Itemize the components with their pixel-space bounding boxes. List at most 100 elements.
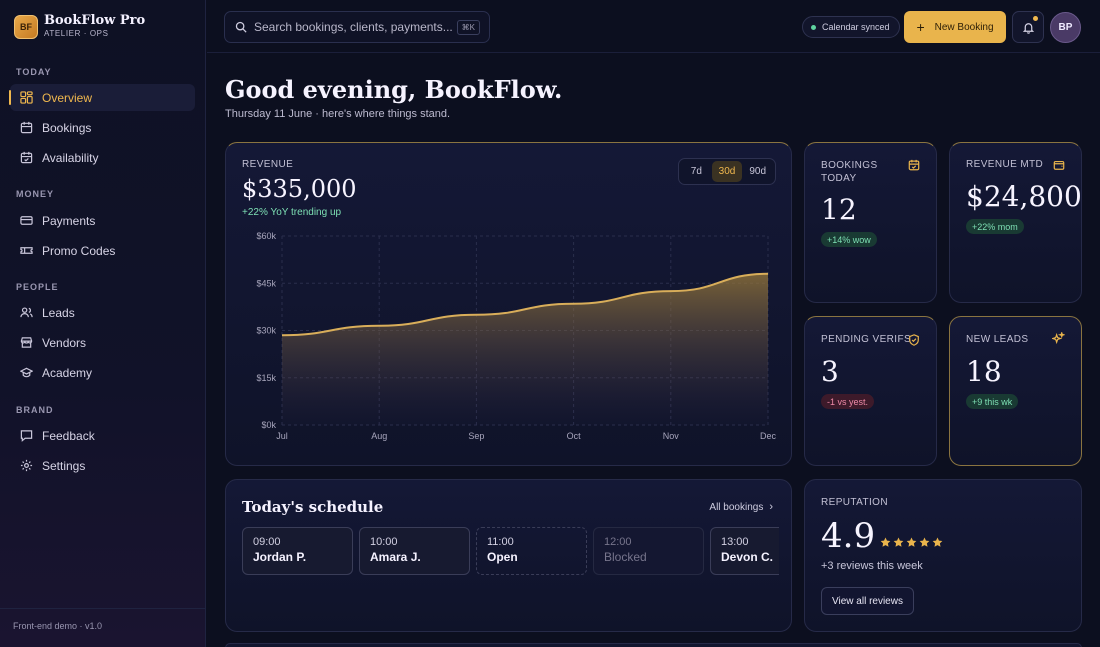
search-placeholder: Search bookings, clients, payments... — [254, 20, 453, 34]
brand-logo: BF — [14, 14, 38, 39]
stat-value: $24,800 — [966, 180, 1082, 213]
sparkle-icon — [1051, 331, 1066, 350]
sidebar-item-label: Settings — [42, 458, 86, 473]
star-rating — [880, 535, 943, 553]
section-label-brand: BRAND — [16, 405, 54, 415]
sidebar-item-availability[interactable]: Availability — [10, 144, 195, 171]
star-icon — [893, 535, 904, 553]
sidebar-item-label: Leads — [42, 305, 75, 320]
sidebar-item-label: Academy — [42, 365, 93, 380]
plus-icon: + — [916, 19, 925, 35]
y-tick-label: $0k — [261, 420, 276, 430]
sidebar-item-bookings[interactable]: Bookings — [10, 114, 195, 141]
revenue-card: REVENUE $335,000 +22% YoY trending up 7d… — [225, 142, 792, 466]
sidebar-item-label: Bookings — [42, 120, 92, 135]
all-bookings-label: All bookings — [709, 501, 764, 513]
range-7d-button[interactable]: 7d — [690, 166, 702, 177]
sidebar-item-label: Promo Codes — [42, 243, 116, 258]
slot-time: 13:00 — [721, 536, 749, 548]
stat-delta: -1 vs yest. — [821, 394, 875, 409]
sidebar-item-settings[interactable]: Settings — [10, 452, 195, 479]
slot-time: 11:00 — [487, 536, 514, 548]
schedule-slot[interactable]: 09:00 Jordan P. — [242, 527, 353, 575]
slot-client: Amara J. — [370, 550, 421, 564]
stat-card-revenue-mtd: REVENUE MTD $24,800 +22% mom — [949, 142, 1082, 303]
users-icon — [19, 306, 33, 320]
revenue-area — [282, 273, 768, 425]
sidebar-item-feedback[interactable]: Feedback — [10, 422, 195, 449]
next-card-edge — [225, 643, 1082, 647]
revenue-label: REVENUE — [242, 159, 294, 170]
x-tick-label: Oct — [567, 431, 582, 441]
revenue-trend: +22% YoY trending up — [242, 207, 342, 218]
grid-icon — [19, 91, 33, 105]
y-tick-label: $30k — [256, 326, 276, 336]
section-label-people: PEOPLE — [16, 282, 59, 292]
notification-dot — [1033, 16, 1038, 21]
search-input[interactable]: Search bookings, clients, payments... ⌘K — [224, 11, 490, 43]
sidebar-item-promo-codes[interactable]: Promo Codes — [10, 237, 195, 264]
all-bookings-link[interactable]: All bookings › — [709, 501, 773, 513]
avatar[interactable]: BP — [1050, 12, 1081, 43]
section-label-today: TODAY — [16, 67, 52, 77]
sidebar-item-label: Payments — [42, 213, 96, 228]
sidebar: BF BookFlow Pro ATELIER · OPS TODAY Over… — [0, 0, 206, 647]
reputation-label: REPUTATION — [821, 497, 888, 508]
search-icon — [235, 21, 247, 33]
star-icon — [919, 535, 930, 553]
y-tick-label: $60k — [256, 231, 276, 241]
sidebar-item-label: Availability — [42, 150, 99, 165]
revenue-chart: $0k $15k $30k $45k $60k Jul Aug Sep Oct Nov Dec — [256, 231, 776, 441]
schedule-slot-open[interactable]: 11:00 Open — [476, 527, 587, 575]
schedule-slot[interactable]: 13:00 Devon C. — [710, 527, 779, 575]
schedule-slots: 09:00 Jordan P. 10:00 Amara J. 11:00 Ope… — [226, 480, 779, 631]
sidebar-item-overview[interactable]: Overview — [9, 84, 195, 111]
x-tick-label: Nov — [663, 431, 680, 441]
range-selector: 7d 30d 90d — [678, 158, 776, 185]
schedule-slot[interactable]: 10:00 Amara J. — [359, 527, 470, 575]
message-icon — [19, 429, 33, 443]
store-icon — [19, 336, 33, 350]
sidebar-item-vendors[interactable]: Vendors — [10, 329, 195, 356]
sidebar-item-leads[interactable]: Leads — [10, 299, 195, 326]
status-dot — [811, 24, 816, 30]
sidebar-item-academy[interactable]: Academy — [10, 359, 195, 386]
sidebar-item-label: Overview — [42, 90, 93, 105]
range-30d-button[interactable]: 30d — [711, 161, 743, 182]
section-label-money: MONEY — [16, 189, 55, 199]
sync-status-label: Calendar synced — [822, 22, 890, 32]
revenue-line — [281, 272, 769, 337]
slot-time: 10:00 — [370, 536, 398, 548]
stat-card-new-leads: NEW LEADS 18 +9 this wk — [949, 316, 1082, 466]
schedule-title: Today's schedule — [242, 498, 384, 516]
credit-card-icon — [19, 214, 33, 228]
stat-delta: +14% wow — [821, 232, 877, 247]
stat-delta: +22% mom — [966, 219, 1024, 234]
shield-check-icon — [908, 333, 920, 351]
y-tick-label: $15k — [256, 373, 276, 383]
stat-label: REVENUE MTD — [966, 159, 1044, 170]
sync-status-badge: Calendar synced — [802, 16, 900, 38]
graduation-cap-icon — [19, 366, 33, 380]
notifications-button[interactable] — [1012, 11, 1044, 43]
stat-value: 12 — [821, 193, 857, 226]
new-booking-button[interactable]: + New Booking — [904, 11, 1006, 43]
search-shortcut: ⌘K — [456, 20, 480, 35]
sidebar-item-payments[interactable]: Payments — [10, 207, 195, 234]
brand[interactable]: BF BookFlow Pro ATELIER · OPS — [14, 14, 145, 39]
view-all-reviews-button[interactable]: View all reviews — [821, 587, 914, 615]
range-90d-button[interactable]: 90d — [749, 166, 767, 177]
y-tick-label: $45k — [256, 278, 276, 288]
sidebar-item-label: Vendors — [42, 335, 87, 350]
star-icon — [880, 535, 891, 553]
stat-label: BOOKINGS TODAY — [821, 160, 878, 184]
slot-client: Blocked — [604, 550, 647, 564]
brand-subtitle: ATELIER · OPS — [44, 29, 109, 38]
star-icon — [932, 535, 943, 553]
slot-time: 12:00 — [604, 536, 632, 548]
stat-label: PENDING VERIFS — [821, 334, 912, 345]
schedule-slot-blocked: 12:00 Blocked — [593, 527, 704, 575]
x-tick-label: Sep — [468, 431, 484, 441]
calendar-icon — [908, 158, 920, 176]
ticket-icon — [19, 244, 33, 258]
